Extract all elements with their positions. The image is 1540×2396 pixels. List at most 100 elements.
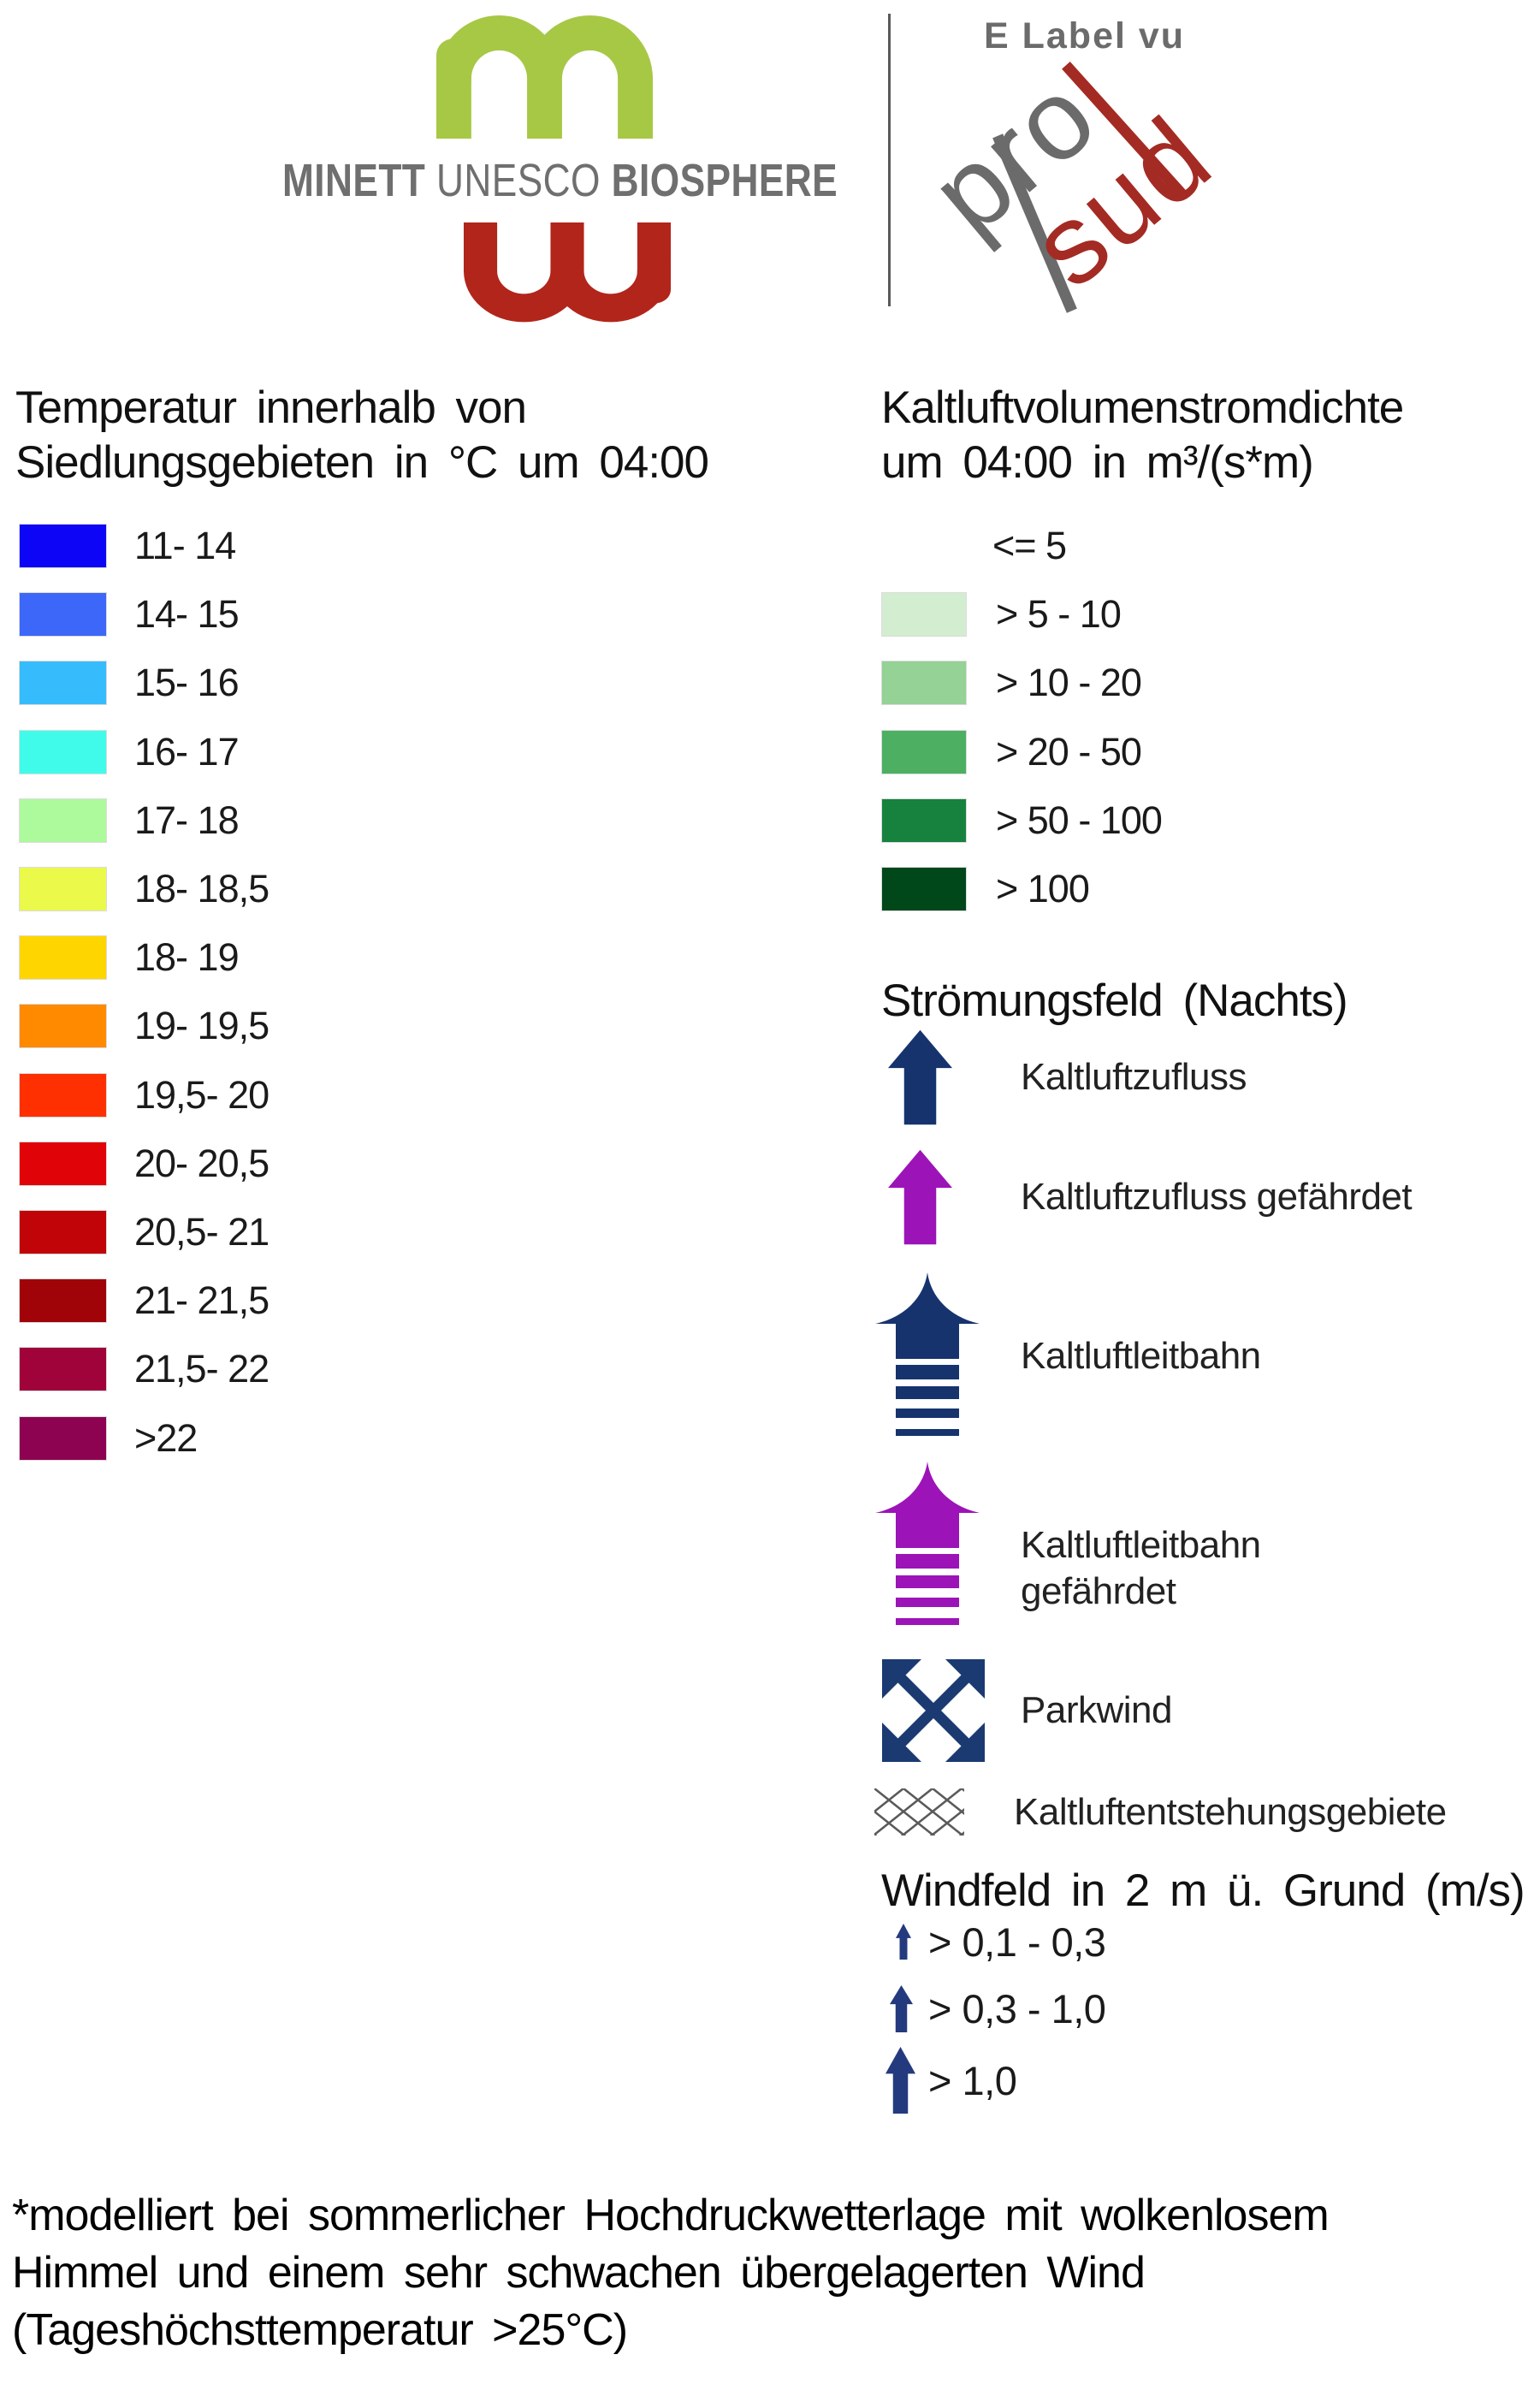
legend-row: 19- 19,5 (19, 1004, 270, 1048)
minett-m-green-icon (436, 15, 653, 139)
legend-label: Kaltluftzufluss gefährdet (1021, 1176, 1413, 1218)
legend-label: 19- 19,5 (134, 1004, 270, 1047)
legend-label: > 0,1 - 0,3 (928, 1919, 1106, 1965)
wind-arrow-medium-icon (890, 1985, 913, 2032)
legend-label: > 0,3 - 1,0 (928, 1986, 1106, 2031)
legend-row: Kaltluftzufluss gefährdet (1021, 1149, 1413, 1245)
color-swatch (19, 1210, 107, 1254)
kaltluftleitbahn-arrow-icon (875, 1272, 980, 1436)
header-divider (888, 14, 891, 306)
legend-label: > 1,0 (928, 2057, 1017, 2103)
legend-label: > 5 - 10 (996, 592, 1122, 636)
legend-label: > 100 (996, 867, 1090, 910)
legend-row: > 0,3 - 1,0 (928, 1985, 1106, 2032)
kaltluft-title-line1: Kaltluftvolumenstromdichte (881, 383, 1404, 433)
color-swatch (19, 798, 107, 843)
color-swatch (19, 592, 107, 637)
legend-label: > 20 - 50 (996, 730, 1142, 774)
color-swatch (19, 1278, 107, 1323)
legend-row: 14- 15 (19, 592, 240, 637)
kaltluftleitbahn-gefaehrdet-arrow-icon (875, 1462, 980, 1625)
color-swatch (19, 935, 107, 980)
legend-row: 20,5- 21 (19, 1210, 270, 1254)
legend-row: > 1,0 (928, 2047, 1017, 2114)
legend-row: >22 (19, 1416, 198, 1461)
legend-row: 21,5- 22 (19, 1347, 270, 1391)
legend-row: 11- 14 (19, 524, 236, 568)
color-swatch (881, 798, 967, 843)
parkwind-icon (882, 1659, 985, 1762)
legend-label: Parkwind (1021, 1689, 1172, 1731)
legend-label: 21- 21,5 (134, 1278, 270, 1322)
legend-row: > 10 - 20 (881, 661, 1142, 705)
color-swatch (19, 730, 107, 774)
kaltluftzufluss-gefaehrdet-arrow-icon (888, 1149, 952, 1245)
color-swatch (19, 1142, 107, 1186)
legend-row: > 0,1 - 0,3 (928, 1912, 1106, 1972)
color-swatch (19, 1416, 107, 1461)
footnote-line2: Himmel und einem sehr schwachen übergela… (12, 2248, 1146, 2298)
legend-label: 21,5- 22 (134, 1347, 270, 1391)
legend-label: 15- 16 (134, 661, 240, 704)
color-swatch (881, 867, 967, 911)
footnote: *modelliert bei sommerlicher Hochdruckwe… (12, 2187, 1537, 2359)
wind-arrow-small-icon (896, 1924, 911, 1960)
legend-label: >22 (134, 1416, 198, 1460)
legend-row: 18- 19 (19, 935, 240, 980)
temperature-legend-title: Temperatur innerhalb von Siedlungsgebiet… (15, 381, 709, 490)
temperature-title-line2: Siedlungsgebieten in °C um 04:00 (15, 437, 709, 488)
footnote-line1: *modelliert bei sommerlicher Hochdruckwe… (12, 2191, 1330, 2240)
logo-word-biosphere: BIOSPHERE (611, 155, 838, 206)
color-swatch (19, 1073, 107, 1118)
stroemungsfeld-title: Strömungsfeld (Nachts) (881, 976, 1348, 1026)
logo-word-unesco: UNESCO (435, 155, 601, 206)
color-swatch (19, 524, 107, 568)
legend-label: 16- 17 (134, 730, 240, 774)
legend-label: Kaltluftentstehungsgebiete (1014, 1790, 1447, 1833)
legend-row: Kaltluftleitbahn gefährdet (1021, 1485, 1380, 1652)
legend-row: 19,5- 20 (19, 1073, 270, 1118)
legend-label: <= 5 (992, 524, 1067, 567)
legend-row: 21- 21,5 (19, 1278, 270, 1323)
legend-label: 20,5- 21 (134, 1210, 270, 1254)
legend-row: Kaltluftzufluss (1021, 1029, 1247, 1125)
legend-row: > 20 - 50 (881, 730, 1142, 774)
legend-label: 11- 14 (134, 524, 236, 567)
color-swatch (19, 1004, 107, 1048)
minett-logo-text: MINETT UNESCO BIOSPHERE (282, 154, 838, 207)
legend-label: Kaltluftleitbahn (1021, 1334, 1261, 1377)
logo-word-minett: MINETT (282, 155, 426, 206)
color-swatch (19, 867, 107, 911)
header: MINETT UNESCO BIOSPHERE E Label vu pro s… (0, 0, 1540, 342)
prosud-tagline: E Label vu (984, 15, 1186, 56)
legend-row: 17- 18 (19, 798, 240, 843)
kaltluft-legend-title: Kaltluftvolumenstromdichte um 04:00 in m… (881, 381, 1404, 490)
footnote-line3: (Tageshöchsttemperatur >25°C) (12, 2305, 628, 2355)
windfeld-title: Windfeld in 2 m ü. Grund (m/s) (881, 1865, 1525, 1916)
legend-row: <= 5 (992, 524, 1067, 568)
legend-label: > 10 - 20 (996, 661, 1142, 704)
kaltluftentstehungsgebiete-hatch-icon (874, 1788, 964, 1836)
legend-row: Kaltluftentstehungsgebiete (1014, 1788, 1447, 1836)
legend-label: 19,5- 20 (134, 1073, 270, 1117)
legend-label: 14- 15 (134, 592, 240, 636)
legend-row: 20- 20,5 (19, 1142, 270, 1186)
legend-label: 18- 18,5 (134, 867, 270, 910)
legend-label: Kaltluftleitbahn gefährdet (1021, 1523, 1261, 1612)
legend-row: Kaltluftleitbahn (1021, 1272, 1261, 1439)
minett-m-red-icon (464, 222, 671, 323)
parkwind-arrows (882, 1659, 985, 1762)
color-swatch (19, 1347, 107, 1391)
legend-row: > 5 - 10 (881, 592, 1122, 637)
legend-row: Parkwind (1021, 1654, 1172, 1767)
legend-row: 18- 18,5 (19, 867, 270, 911)
legend-label: 20- 20,5 (134, 1142, 270, 1185)
legend-label: 18- 19 (134, 935, 240, 979)
legend-row: 15- 16 (19, 661, 240, 705)
legend-label: 17- 18 (134, 798, 240, 842)
legend-row: > 100 (881, 867, 1090, 911)
wind-arrow-large-icon (886, 2047, 915, 2114)
color-swatch (881, 661, 967, 705)
kaltluftzufluss-arrow-icon (888, 1029, 952, 1125)
color-swatch (881, 730, 967, 774)
